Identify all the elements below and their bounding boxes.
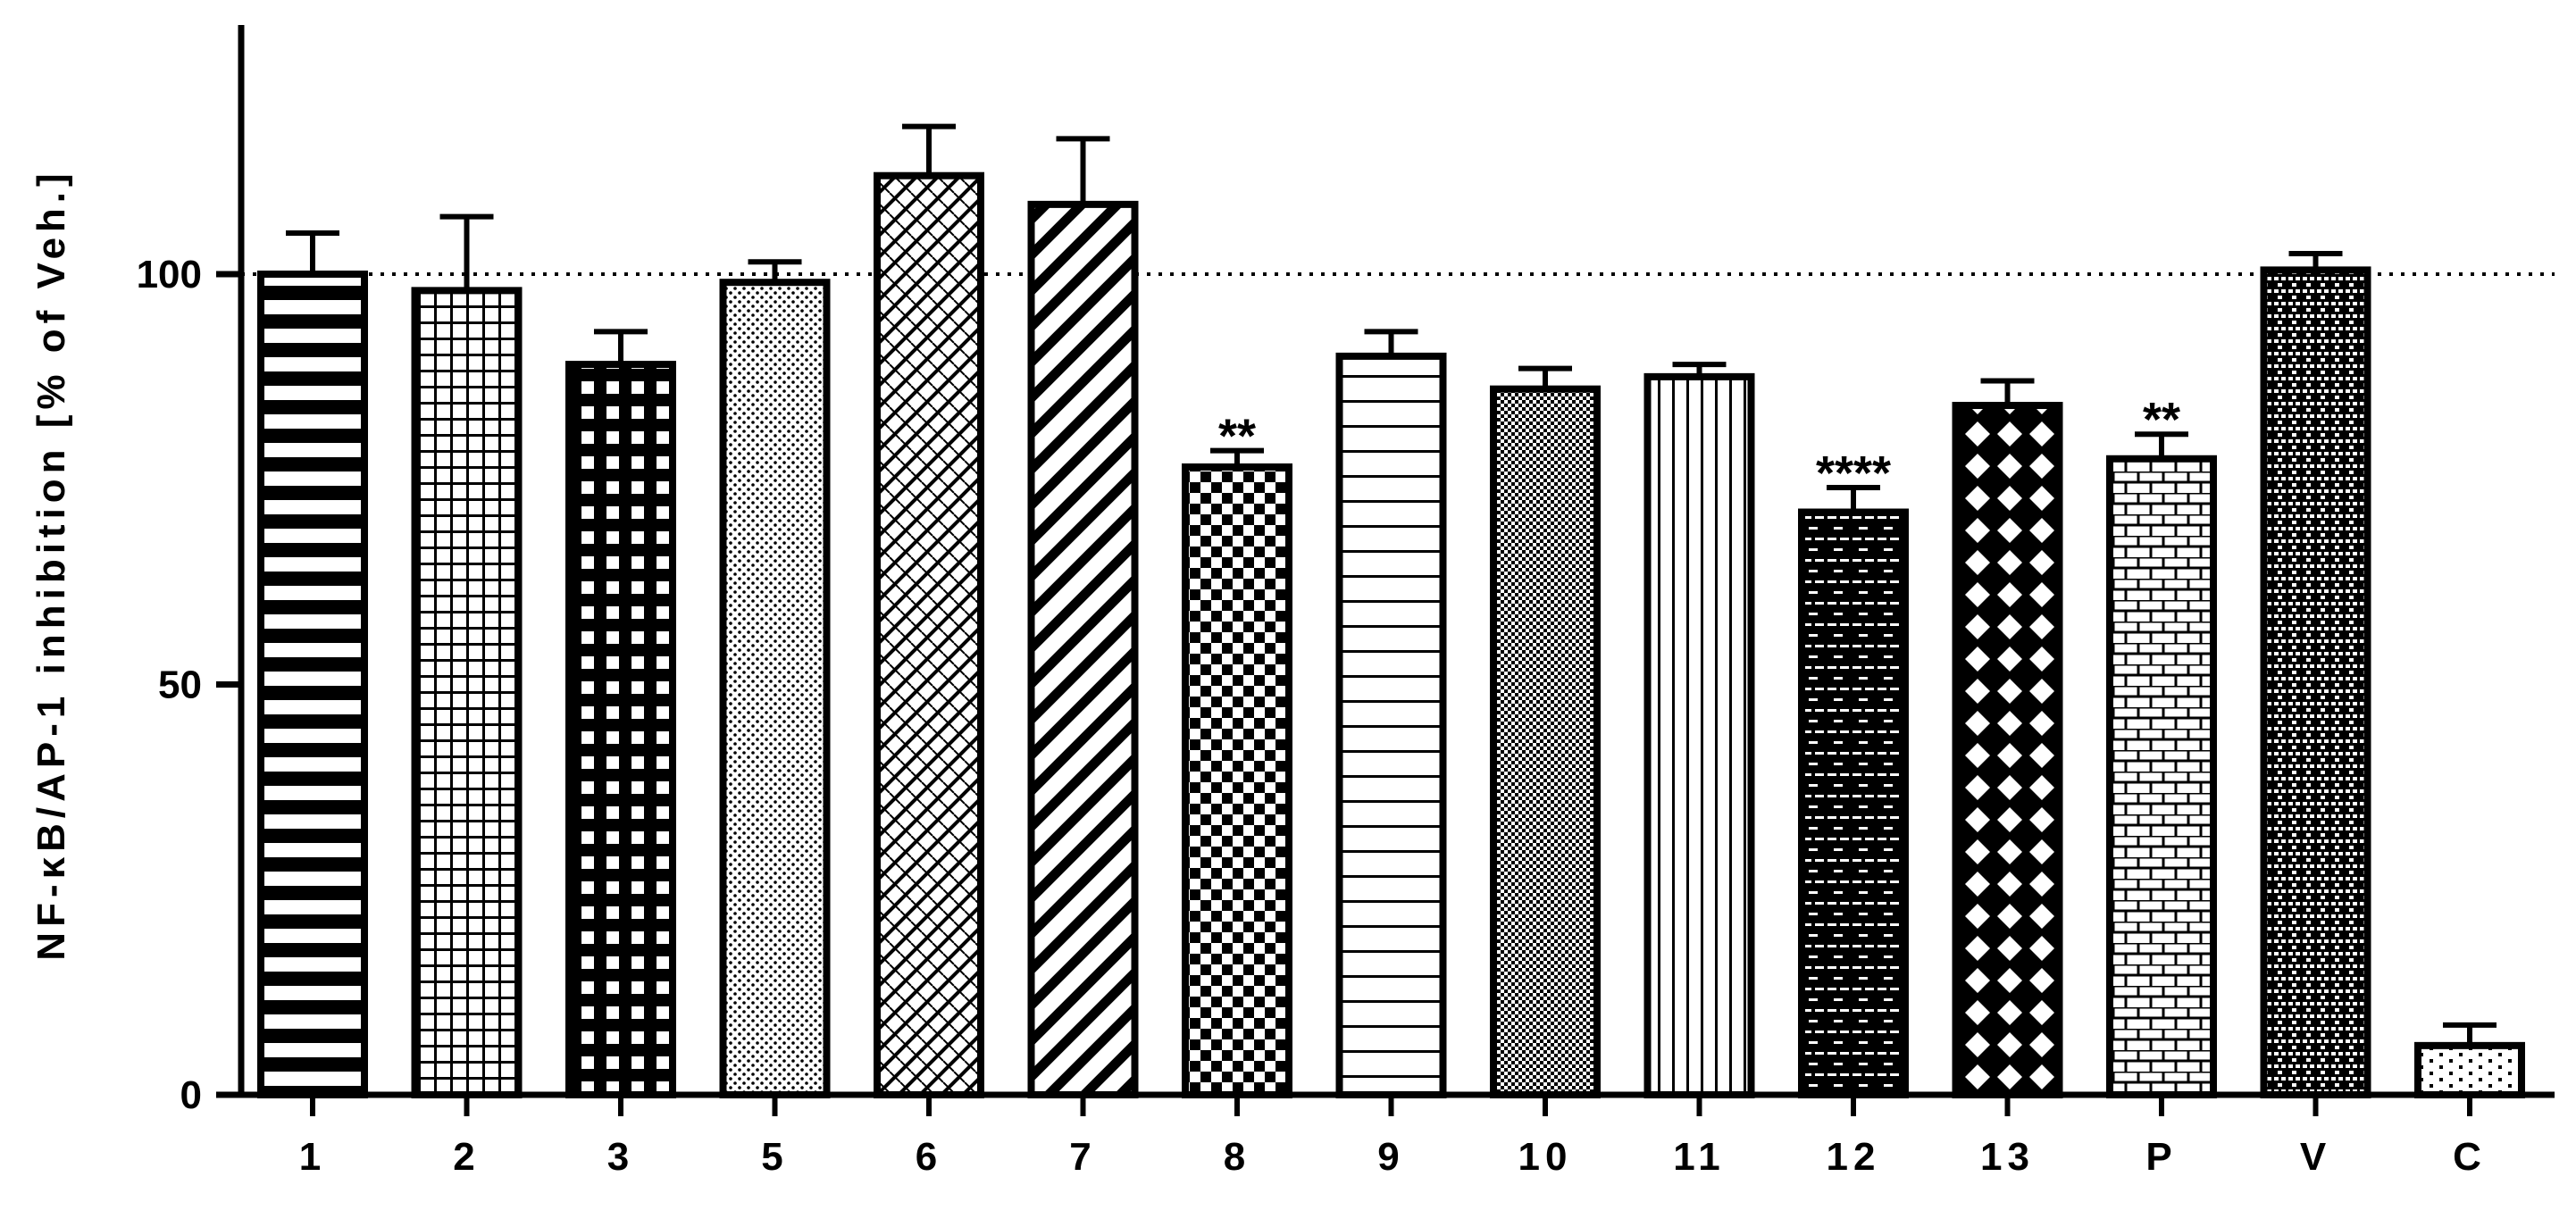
- bar: [257, 271, 368, 1098]
- bar-group-5: [719, 259, 831, 1098]
- bar: [1490, 385, 1601, 1099]
- x-tick-label: P: [2145, 1135, 2177, 1179]
- bar-group-7: [1027, 136, 1139, 1098]
- y-tick-labels: 0 50 100: [137, 253, 241, 1117]
- x-tick-label: 10: [1518, 1135, 1573, 1179]
- y-axis-label: NF-κB/AP-1 inhibition [% of Veh.]: [29, 168, 73, 960]
- bar: [1643, 372, 1755, 1098]
- x-tick-label: 5: [761, 1135, 788, 1179]
- bar-group-13: [1952, 378, 2063, 1099]
- significance-label: ****: [1816, 446, 1891, 500]
- bar-group-9: [1335, 329, 1447, 1098]
- significance-label: **: [2143, 393, 2180, 446]
- bar-group-1: [257, 230, 368, 1098]
- bar-group-8: [1182, 447, 1292, 1098]
- bar: [2106, 455, 2217, 1098]
- x-tick-label: 9: [1377, 1135, 1404, 1179]
- y-tick-label: 50: [158, 663, 202, 707]
- bar: [1335, 352, 1447, 1098]
- bar-group-12: [1798, 484, 1909, 1098]
- x-tick-label: 3: [607, 1135, 634, 1179]
- bar-group-2: [411, 213, 523, 1098]
- bar: [719, 279, 831, 1098]
- x-tick-label: 7: [1069, 1135, 1096, 1179]
- bar-group-11: [1643, 362, 1755, 1098]
- bar-group-6: [874, 123, 984, 1099]
- x-tick-label: 8: [1224, 1135, 1250, 1179]
- x-tick-label: 11: [1673, 1135, 1726, 1179]
- x-tick-label: C: [2453, 1135, 2487, 1179]
- y-tick-label: 100: [137, 253, 202, 296]
- bar-group-10: [1490, 365, 1601, 1099]
- bars-group: ********: [257, 123, 2525, 1099]
- bar: [1952, 402, 2063, 1099]
- bar: [411, 287, 523, 1098]
- bar-group-V: [2260, 251, 2371, 1098]
- bar-group-C: [2414, 1022, 2525, 1098]
- bar-group-P: [2106, 431, 2217, 1098]
- bar: [1182, 463, 1292, 1098]
- x-tick-label: 12: [1827, 1135, 1881, 1179]
- significance-label: **: [1218, 410, 1256, 463]
- bar: [1798, 508, 1909, 1098]
- x-tick-label: V: [2300, 1135, 2331, 1179]
- bar: [1027, 200, 1139, 1098]
- bar-group-3: [565, 329, 676, 1098]
- x-tick-label: 13: [1980, 1135, 2035, 1179]
- x-tick-labels: 1 2 3 5 6 7 8 9 10 11 12 13 P V C: [299, 1095, 2487, 1179]
- bar: [2260, 266, 2371, 1098]
- bar: [565, 361, 676, 1098]
- x-tick-label: 2: [453, 1135, 480, 1179]
- bar: [874, 171, 984, 1099]
- y-tick-label: 0: [180, 1073, 202, 1117]
- bar: [2414, 1041, 2525, 1098]
- x-tick-label: 1: [299, 1135, 326, 1179]
- x-tick-label: 6: [916, 1135, 942, 1179]
